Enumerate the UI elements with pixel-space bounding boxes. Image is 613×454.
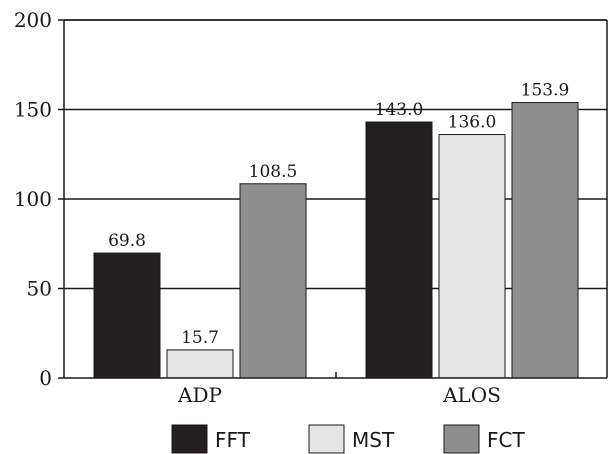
data-label: 108.5: [249, 162, 298, 182]
x-category-label: ALOS: [442, 383, 501, 407]
bar-fft-alos: [365, 121, 433, 379]
y-tick-label: 100: [14, 187, 52, 211]
y-tick-label: 50: [27, 277, 52, 301]
legend-label-fft: FFT: [215, 428, 251, 452]
legend-label-fct: FCT: [487, 428, 525, 452]
legend-swatch-fct: [443, 424, 480, 454]
bar-mst-alos: [438, 134, 506, 379]
y-tick-label: 150: [14, 98, 52, 122]
bar-mst-adp: [166, 349, 234, 379]
x-axis-category-labels: ADP ALOS: [177, 383, 501, 407]
legend-swatch-fft: [171, 424, 208, 454]
y-tick-label: 200: [14, 8, 52, 32]
data-label: 143.0: [375, 100, 424, 120]
legend: FFT MST FCT: [171, 424, 525, 454]
legend-label-mst: MST: [352, 428, 395, 452]
x-category-label: ADP: [177, 383, 222, 407]
bar-fct-adp: [239, 183, 307, 379]
data-labels: 69.8 15.7 108.5 143.0 136.0 153.9: [108, 81, 569, 348]
data-label: 136.0: [448, 113, 497, 133]
bars: [93, 102, 579, 379]
bar-fct-alos: [511, 102, 579, 379]
y-axis-ticks: 0 50 100 150 200: [14, 8, 64, 390]
data-label: 153.9: [521, 81, 570, 101]
data-label: 15.7: [181, 328, 219, 348]
data-label: 69.8: [108, 231, 146, 251]
legend-swatch-mst: [308, 424, 345, 454]
y-tick-label: 0: [39, 366, 52, 390]
bar-fft-adp: [93, 252, 161, 379]
